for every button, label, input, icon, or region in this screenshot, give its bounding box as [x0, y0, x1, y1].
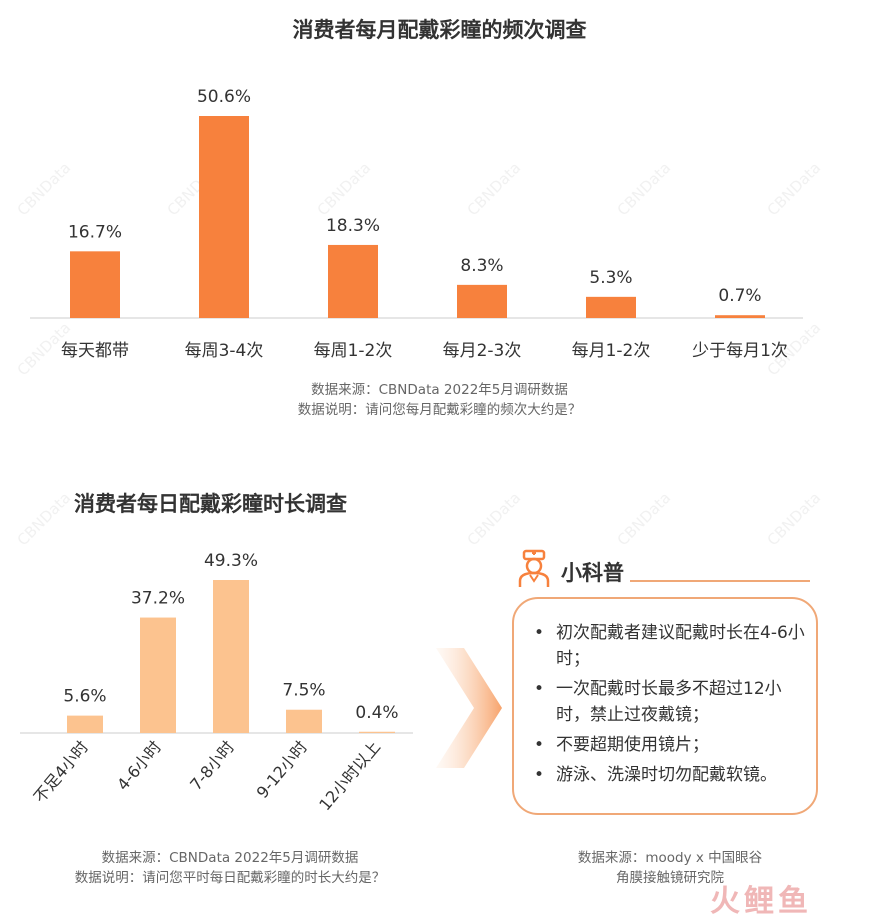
category-label: 每月2-3次 [443, 341, 522, 361]
arrow-right-icon [436, 648, 502, 768]
tips-list: • 初次配戴者建议配戴时长在4-6小时； • 一次配戴时长最多不超过12小时，禁止过… [530, 620, 810, 792]
bar [457, 284, 507, 318]
watermark: CBNData [613, 488, 675, 550]
tip-item: • 不要超期使用镜片； [530, 732, 810, 758]
bar [70, 251, 120, 318]
bar [140, 617, 176, 733]
tip-text: 不要超期使用镜片； [556, 735, 709, 755]
bar [586, 296, 636, 318]
source-line: 角膜接触镜研究院 [616, 870, 724, 886]
bullet-icon: • [534, 735, 545, 755]
category-label: 7-8小时 [186, 737, 238, 794]
bar [213, 580, 249, 733]
chart-source-daily: 数据来源：CBNData 2022年5月调研数据 数据说明：请问您平时每日配戴彩… [0, 848, 460, 888]
tips-box [512, 597, 818, 815]
chart-title-monthly: 消费者每月配戴彩瞳的频次调查 [292, 18, 587, 42]
tips-header-line [630, 580, 810, 582]
monthly-frequency-chart: 16.7% 每天都带 50.6% 每周3-4次 18.3% 每周1-2次 8.3% 每月2-3… [30, 87, 803, 361]
data-label: 7.5% [282, 681, 325, 701]
source-line: 数据来源：CBNData 2022年5月调研数据 [311, 382, 568, 398]
category-label: 12小时以上 [315, 737, 384, 814]
tip-text: 一次配戴时长最多不超过12小时，禁止过夜戴镜； [556, 679, 782, 725]
footer-logo: 火鲤鱼 [710, 884, 812, 919]
tip-item: • 初次配戴者建议配戴时长在4-6小时； [530, 620, 810, 672]
bullet-icon: • [534, 765, 545, 785]
category-label: 每周1-2次 [314, 341, 393, 361]
data-label: 5.3% [589, 268, 632, 288]
category-label: 少于每月1次 [692, 341, 788, 361]
tips-title: 小科普 [561, 561, 624, 585]
bar [359, 731, 395, 733]
category-label: 9-12小时 [253, 737, 311, 802]
source-line: 数据来源：moody x 中国眼谷 [577, 850, 763, 866]
category-label: 每周3-4次 [185, 341, 264, 361]
data-label: 16.7% [68, 222, 122, 242]
category-label: 每天都带 [61, 341, 129, 361]
source-line: 数据说明：请问您每月配戴彩瞳的频次大约是？ [297, 402, 582, 418]
bar [286, 709, 322, 733]
nurse-icon [518, 549, 550, 587]
data-label: 0.7% [718, 286, 761, 306]
data-label: 8.3% [460, 256, 503, 276]
data-label: 37.2% [131, 589, 185, 609]
tip-text: 初次配戴者建议配戴时长在4-6小时； [556, 623, 805, 669]
tips-header-bg [514, 549, 654, 589]
tip-text: 游泳、洗澡时切勿配戴软镜。 [556, 765, 777, 785]
source-line: 数据说明：请问您平时每日配戴彩瞳的时长大约是？ [74, 870, 386, 886]
bullet-icon: • [534, 679, 545, 699]
chart-source-monthly: 数据来源：CBNData 2022年5月调研数据 数据说明：请问您每月配戴彩瞳的… [0, 380, 879, 420]
bar [67, 715, 103, 733]
tip-item: • 一次配戴时长最多不超过12小时，禁止过夜戴镜； [530, 676, 810, 728]
category-label: 不足4小时 [30, 737, 92, 806]
category-label: 每月1-2次 [572, 341, 651, 361]
chart-title-daily: 消费者每日配戴彩瞳时长调查 [74, 492, 347, 516]
watermark: CBNData [763, 488, 825, 550]
tip-item: • 游泳、洗澡时切勿配戴软镜。 [530, 762, 810, 788]
source-line: 数据来源：CBNData 2022年5月调研数据 [101, 850, 359, 866]
daily-duration-chart: 5.6% 不足4小时 37.2% 4-6小时 49.3% 7-8小时 7.5% 9-12小时 0… [20, 551, 413, 814]
bullet-icon: • [534, 623, 545, 643]
bar [328, 244, 378, 318]
data-label: 5.6% [63, 687, 106, 707]
bar [199, 116, 249, 318]
data-label: 49.3% [204, 551, 258, 571]
data-label: 18.3% [326, 216, 380, 236]
tips-source: 数据来源：moody x 中国眼谷 角膜接触镜研究院 [510, 848, 830, 888]
data-label: 0.4% [355, 703, 398, 723]
watermark: CBNData [463, 488, 525, 550]
category-label: 4-6小时 [113, 737, 165, 794]
bar [715, 315, 765, 318]
data-label: 50.6% [197, 87, 251, 107]
